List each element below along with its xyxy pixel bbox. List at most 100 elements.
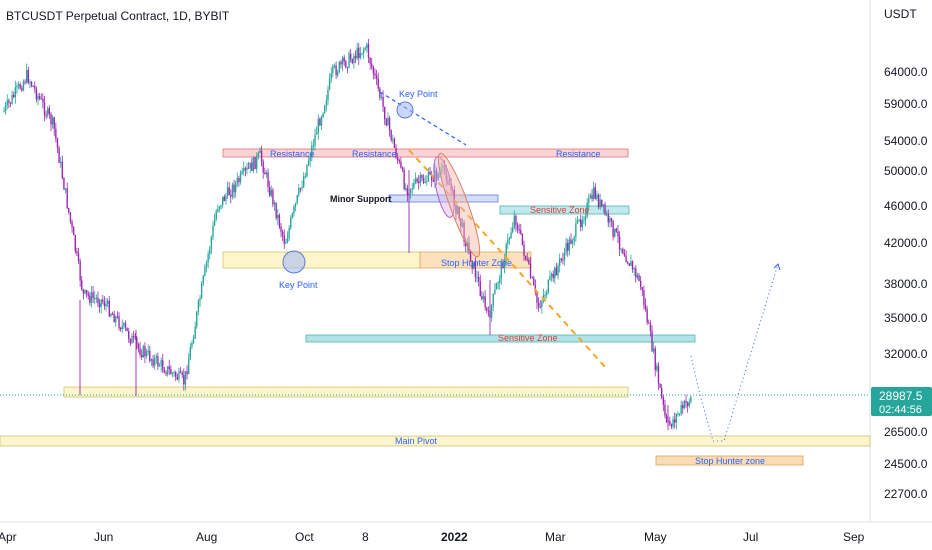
candle-body [589,195,592,199]
candle-body [607,213,609,223]
candle-body [474,262,477,278]
candle-body [210,237,213,249]
candle-body [375,75,378,79]
candle-body [594,187,596,199]
candle-body [403,170,405,190]
candle-body [72,227,75,236]
candle-body [85,289,88,294]
candle-body [536,291,538,303]
projection-path[interactable] [690,263,779,442]
candle-body [677,413,679,415]
time-axis[interactable]: Apr Jun Aug Oct 8 2022 Mar May Jul Sep [0,530,865,544]
price-axis[interactable]: 64000.0 59000.0 54000.0 50000.0 46000.0 … [884,65,928,501]
sensitive-zone-lower[interactable] [305,334,696,343]
candle-body [353,55,355,63]
candle-body [22,81,25,91]
resistance-zone[interactable] [222,148,629,158]
candle-body [497,282,499,284]
candle-body [116,316,119,318]
candle-body [337,72,339,76]
candle-body [531,277,533,279]
stop-hunter-zone-low[interactable] [655,455,804,466]
highlight-ellipse-right[interactable] [432,150,487,260]
candle-body [557,265,559,276]
drawings-layer [282,91,781,442]
candle-body [64,188,67,190]
sensitive-zone-upper[interactable] [499,205,630,215]
candle-body [513,215,515,228]
candle-body [275,202,277,219]
candle-body [552,273,554,279]
candle-body [197,300,200,312]
key-point-support-zone[interactable] [222,251,421,269]
candle-body [555,267,558,276]
candle-body [465,241,467,247]
sensitive-zone-label-lower: Sensitive Zone [498,333,558,343]
price-tick: 24500.0 [884,457,928,471]
candle-body [324,105,326,114]
candle-body [639,280,642,288]
candle-body [466,242,469,247]
main-pivot-zone[interactable] [0,435,871,447]
lower-support-zone[interactable] [63,386,629,398]
candle-body [228,187,230,195]
candle-body [199,298,201,301]
candle-body [105,304,107,307]
key-point-trend-line[interactable] [379,91,467,146]
candle-body [260,150,263,162]
candle-body [222,196,224,206]
price-tick: 59000.0 [884,97,928,111]
candle-body [173,372,175,374]
candle-body [690,396,692,402]
symbol-title[interactable]: BTCUSDT Perpetual Contract, 1D, BYBIT [6,9,230,23]
candle-body [385,119,388,126]
candle-body [8,100,10,103]
candle-body [392,139,394,141]
candle-body [252,157,255,171]
key-point-label-left: Key Point [279,280,318,290]
candle-body [218,206,221,210]
resistance-label-3: Resistance [556,149,601,159]
candle-body [581,220,584,228]
candle-body [280,226,282,232]
descending-trend-line[interactable] [408,149,607,369]
candle-body [179,371,182,373]
candle-body [145,351,148,357]
candle-body [636,275,639,278]
candle-body [239,173,242,183]
candle-body [285,242,287,244]
candle-body [27,70,29,83]
candle-body [661,387,663,398]
key-point-marker-left[interactable] [282,250,306,274]
candle-body [32,85,34,87]
candle-body [372,66,375,74]
candle-body [19,84,21,89]
candle-body [571,240,574,244]
countdown-label: 02:44:56 [879,404,922,416]
key-point-marker-top[interactable] [396,101,414,119]
candle-body [14,87,17,98]
candle-body [84,289,86,294]
price-tick: 50000.0 [884,164,928,178]
candle-body [405,188,407,190]
minor-support-zone[interactable] [388,194,499,203]
candle-body [644,304,647,310]
candle-body [126,327,128,332]
currency-label: USDT [884,7,917,21]
candle-body [66,188,68,209]
candle-body [118,316,120,329]
candle-body [495,283,498,290]
candle-body [625,256,627,263]
candle-body [189,347,191,360]
candle-body [168,366,170,370]
candle-body [419,175,422,183]
candle-body [123,323,125,326]
candle-body [294,203,297,207]
candle-body [682,405,684,409]
candle-body [58,147,60,163]
candle-body [335,65,337,76]
candle-body [631,261,634,270]
candle-body [518,229,520,231]
candle-body [482,296,485,300]
